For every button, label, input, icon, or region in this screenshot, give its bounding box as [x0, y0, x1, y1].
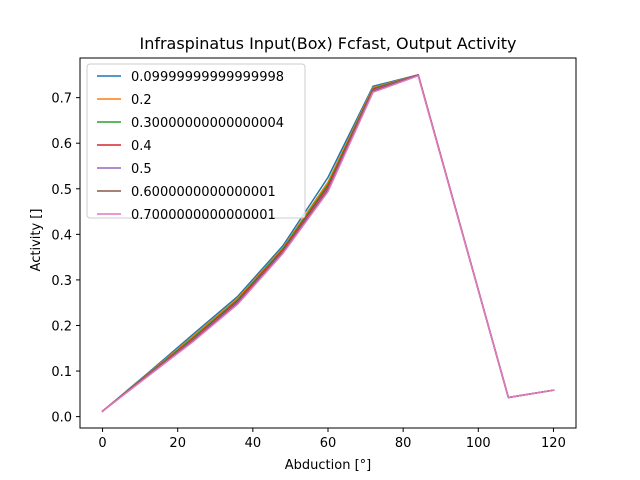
x-tick-label: 40	[245, 436, 262, 451]
x-axis-title: Abduction [°]	[285, 458, 371, 473]
axes-layer: 0 20 40 60 80 100 120 0.0 0.1 0.2 0.3 0.4 0.5 0.6 0.7	[51, 57, 577, 451]
x-tick-label: 60	[320, 436, 337, 451]
legend-label-4: 0.4	[131, 139, 152, 154]
y-tick-label: 0.6	[51, 137, 72, 152]
legend-label-5: 0.5	[131, 162, 152, 177]
x-tick-label: 120	[541, 436, 566, 451]
y-tick-label: 0.4	[51, 228, 72, 243]
x-tick-label: 20	[169, 436, 186, 451]
legend-label-1: 0.09999999999999998	[131, 70, 284, 85]
legend-label-7: 0.7000000000000001	[131, 208, 276, 223]
y-tick-label: 0.2	[51, 319, 72, 334]
x-tick-label: 80	[395, 436, 412, 451]
series-line-7	[101, 75, 555, 413]
y-tick-label: 0.0	[51, 411, 72, 426]
x-tick-label: 0	[98, 436, 106, 451]
legend-label-6: 0.6000000000000001	[131, 185, 276, 200]
legend-label-3: 0.30000000000000004	[131, 116, 284, 131]
y-tick-label: 0.7	[51, 92, 72, 107]
y-tick-label: 0.5	[51, 183, 72, 198]
legend-box	[86, 63, 306, 219]
chart-title: Infraspinatus Input(Box) Fcfast, Output …	[139, 34, 516, 53]
y-axis-title: Activity []	[29, 209, 44, 272]
y-tick-label: 0.1	[51, 365, 72, 380]
legend: 0.09999999999999998 0.2 0.3000000000000000…	[86, 63, 306, 223]
legend-label-2: 0.2	[131, 93, 152, 108]
x-tick-label: 100	[466, 436, 491, 451]
y-tick-label: 0.3	[51, 274, 72, 289]
